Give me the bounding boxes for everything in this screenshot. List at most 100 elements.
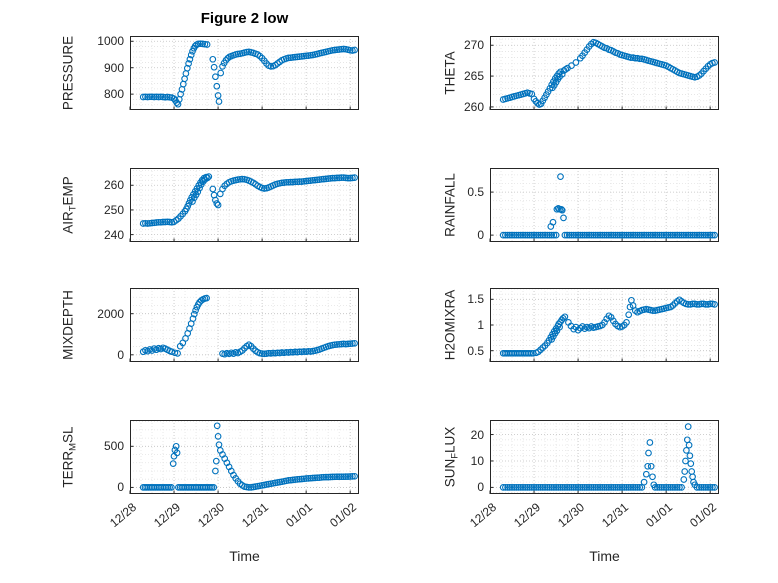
y-tick-label: 20 <box>470 427 484 442</box>
data-point <box>186 55 194 63</box>
data-point <box>528 484 536 491</box>
data-point <box>269 349 277 357</box>
data-point <box>146 93 154 101</box>
data-point <box>614 484 622 491</box>
minor-grid <box>490 36 719 110</box>
data-point <box>687 460 695 467</box>
data-point <box>245 484 253 491</box>
data-point <box>543 484 551 491</box>
data-point <box>609 484 617 491</box>
data-point <box>219 63 226 70</box>
data-point <box>667 484 674 491</box>
data-point <box>682 457 689 465</box>
data-point <box>159 218 167 226</box>
data-point <box>285 54 292 62</box>
y-axis-label-text: TERR <box>60 450 76 488</box>
data-point <box>574 231 582 239</box>
data-point <box>698 300 705 308</box>
y-tick-label: 240 <box>103 227 124 242</box>
data-point <box>631 54 639 62</box>
subplot-sunflux: SUNFLUX 0 10 20 12/28 12/29 12/30 12/31 01/01 01/… <box>443 420 719 530</box>
data-point <box>168 484 175 491</box>
data-point <box>342 174 350 182</box>
data-point <box>508 231 516 239</box>
data-point <box>534 99 541 107</box>
data-point <box>532 484 540 491</box>
data-point <box>684 301 692 308</box>
data-point <box>711 231 718 239</box>
data-point <box>678 231 685 239</box>
data-point <box>524 231 531 239</box>
data-point <box>298 475 306 483</box>
data-point <box>644 462 652 470</box>
data-point <box>199 178 207 185</box>
data-point <box>612 231 619 239</box>
data-point <box>541 484 549 491</box>
subplot-rainfall: RAINFALL 0 0.5 <box>443 168 719 242</box>
data-point <box>502 231 509 239</box>
data-point <box>182 70 190 77</box>
data-point <box>669 484 677 491</box>
data-point <box>293 178 301 186</box>
y-tick-label: 0 <box>117 347 124 362</box>
tick-marks <box>129 40 351 110</box>
data-point <box>212 457 220 465</box>
data-point <box>519 231 527 239</box>
data-point <box>142 219 149 227</box>
tick-marks <box>489 44 711 110</box>
data-point <box>316 474 323 481</box>
figure-title: Figure 2 low <box>200 10 289 27</box>
data-point <box>173 449 181 457</box>
data-point <box>338 340 345 348</box>
data-point <box>698 231 705 239</box>
data-point <box>174 350 181 357</box>
data-point <box>627 54 635 61</box>
minor-grid <box>130 420 359 494</box>
data-point <box>554 484 562 491</box>
data-point <box>344 340 352 348</box>
x-tick-label: 12/28 <box>106 500 139 531</box>
y-axis-label: PRESSURE <box>61 36 76 110</box>
scatter-series <box>139 173 358 227</box>
data-point <box>662 231 670 239</box>
major-grid <box>490 420 719 494</box>
data-point <box>583 231 591 239</box>
data-point <box>570 231 578 239</box>
data-point <box>296 178 303 185</box>
data-point <box>618 484 626 491</box>
data-point <box>155 93 162 101</box>
data-point <box>153 93 160 101</box>
data-point <box>616 231 624 239</box>
data-point <box>640 231 648 239</box>
data-point <box>656 484 663 491</box>
data-point <box>150 93 158 101</box>
data-point <box>642 231 650 239</box>
data-point <box>324 473 332 481</box>
data-point <box>706 231 714 239</box>
data-point <box>669 231 677 239</box>
data-point <box>585 231 593 239</box>
y-axis-label-subscript: M <box>67 442 79 451</box>
data-point <box>287 348 295 356</box>
data-point <box>634 484 641 491</box>
data-point <box>169 460 177 467</box>
data-point <box>213 82 221 90</box>
scatter-series <box>499 296 718 357</box>
data-point <box>190 310 198 318</box>
plot-area <box>129 168 359 242</box>
data-point <box>340 473 347 481</box>
x-tick-label: 12/31 <box>599 500 632 531</box>
data-point <box>214 201 222 209</box>
subplot-mixdepth: MIXDEPTH 0 2000 <box>61 288 359 362</box>
data-point <box>349 473 356 480</box>
data-point <box>291 476 299 483</box>
data-point <box>625 231 633 239</box>
data-point <box>684 423 692 430</box>
data-point <box>291 53 299 61</box>
data-point <box>581 484 589 491</box>
plot-area <box>129 36 359 110</box>
y-axis-label: AIRTEMP <box>61 176 79 234</box>
data-point <box>351 174 358 181</box>
data-point <box>346 340 354 348</box>
data-point <box>513 484 520 491</box>
